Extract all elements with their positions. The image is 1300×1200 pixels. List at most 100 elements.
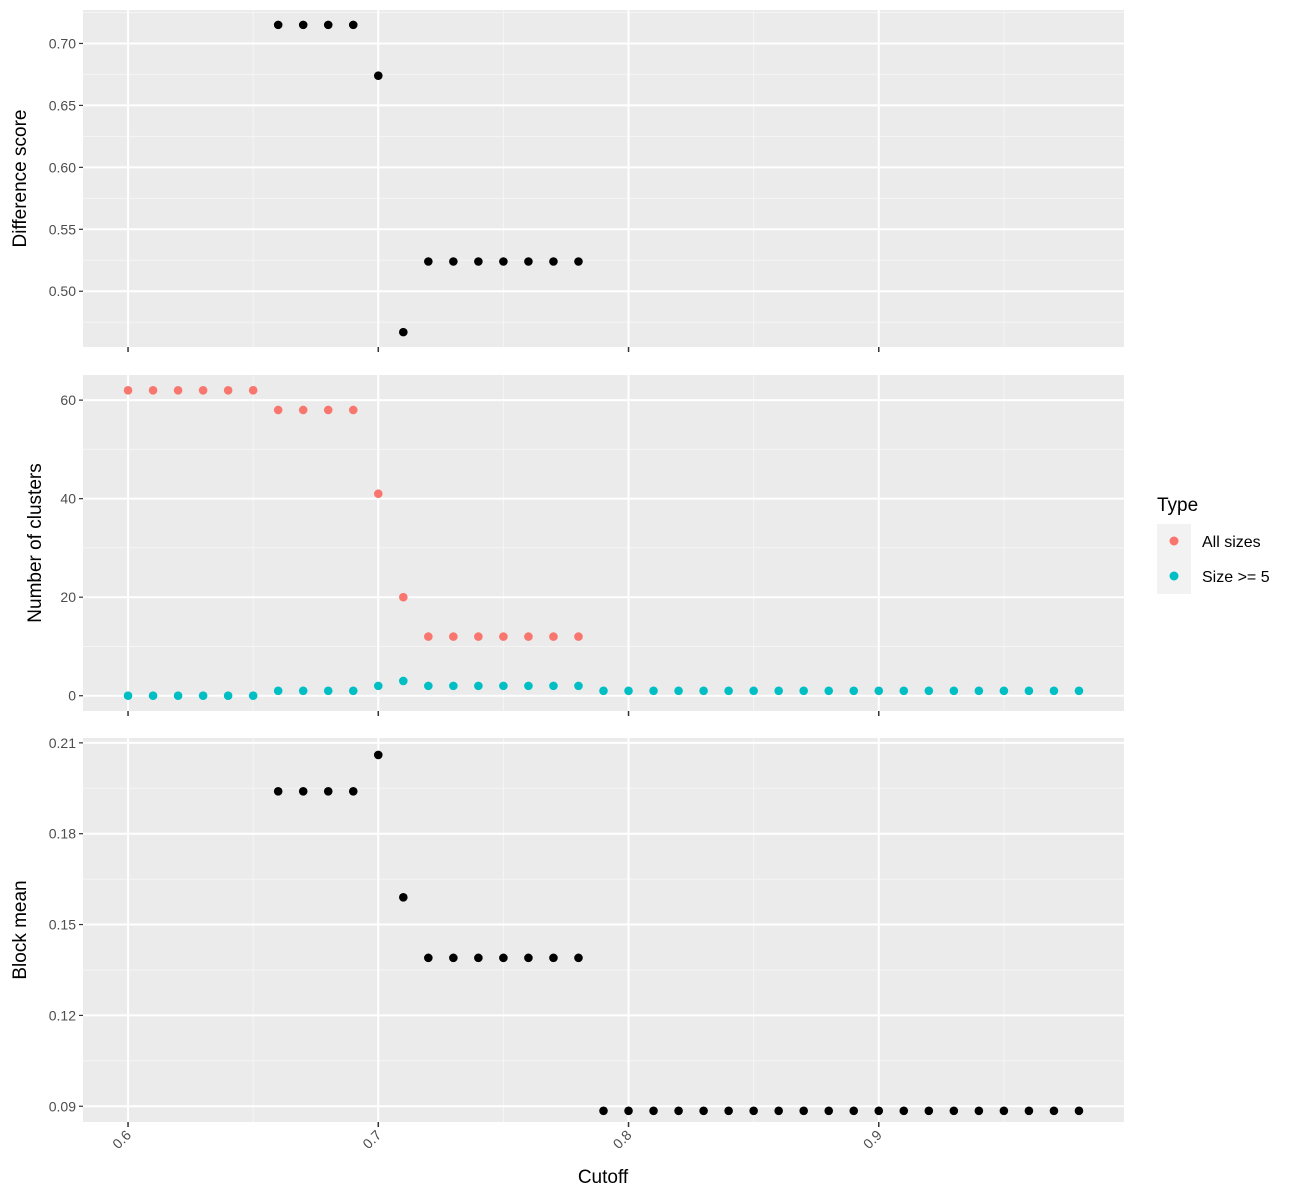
data-point bbox=[173, 691, 183, 701]
legend-item-all-sizes: All sizes bbox=[1157, 524, 1261, 559]
y-axis: 0 20 40 60 bbox=[60, 392, 83, 704]
y-axis-title: Block mean bbox=[10, 880, 31, 979]
data-point bbox=[248, 385, 258, 395]
data-point bbox=[474, 257, 483, 266]
data-point bbox=[424, 632, 433, 641]
data-point bbox=[1074, 1106, 1084, 1116]
data-point bbox=[724, 1106, 733, 1116]
data-point bbox=[849, 686, 859, 696]
y-tick-label: 60 bbox=[60, 392, 76, 408]
data-point bbox=[449, 257, 458, 266]
data-point bbox=[824, 686, 834, 696]
x-axis bbox=[127, 711, 880, 716]
data-point bbox=[724, 686, 733, 696]
data-point bbox=[1074, 686, 1084, 696]
y-axis: 0.50 0.55 0.60 0.65 0.70 bbox=[49, 35, 83, 299]
data-point bbox=[624, 1106, 633, 1116]
data-point bbox=[449, 632, 458, 641]
data-point bbox=[298, 20, 308, 30]
data-point bbox=[1049, 686, 1059, 696]
data-point bbox=[974, 686, 984, 696]
data-point bbox=[524, 681, 533, 691]
data-point bbox=[198, 385, 208, 395]
data-point bbox=[599, 686, 608, 696]
data-point bbox=[499, 681, 508, 691]
data-point bbox=[874, 1106, 884, 1116]
gridlines bbox=[83, 10, 1124, 347]
y-tick-label: 0.15 bbox=[49, 917, 76, 933]
data-point bbox=[474, 953, 483, 963]
data-point bbox=[373, 489, 383, 499]
y-tick-label: 40 bbox=[60, 491, 76, 507]
x-tick-label: 0.6 bbox=[109, 1127, 134, 1152]
data-point bbox=[474, 681, 483, 691]
data-point bbox=[899, 1106, 909, 1116]
data-point bbox=[749, 1106, 758, 1116]
data-point bbox=[974, 1106, 984, 1116]
y-tick-label: 0.21 bbox=[49, 735, 76, 751]
y-tick-label: 0.18 bbox=[49, 826, 76, 842]
data-point bbox=[549, 632, 558, 641]
y-tick-label: 0.12 bbox=[49, 1007, 76, 1023]
data-point bbox=[999, 1106, 1009, 1116]
data-point bbox=[699, 686, 708, 696]
data-point bbox=[348, 686, 358, 696]
data-point bbox=[273, 786, 283, 796]
gridlines bbox=[83, 738, 1124, 1122]
data-point bbox=[599, 1106, 608, 1116]
y-tick-label: 0 bbox=[68, 688, 76, 704]
data-point bbox=[524, 953, 533, 963]
data-point bbox=[298, 786, 308, 796]
data-point bbox=[874, 686, 884, 696]
legend-key-point bbox=[1169, 571, 1179, 581]
data-point bbox=[223, 691, 233, 701]
y-tick-label: 0.50 bbox=[49, 283, 76, 299]
data-point bbox=[924, 1106, 934, 1116]
data-point bbox=[248, 691, 258, 701]
data-point bbox=[223, 385, 233, 395]
data-point bbox=[298, 405, 308, 415]
legend-label: Size >= 5 bbox=[1202, 569, 1270, 586]
data-point bbox=[273, 20, 283, 30]
data-point bbox=[999, 686, 1009, 696]
y-axis-title: Number of clusters bbox=[25, 463, 46, 622]
data-point bbox=[348, 786, 358, 796]
data-point bbox=[549, 681, 558, 691]
panel-block-mean: 0.09 0.12 0.15 0.18 0.21 0.6 0.7 0.8 0.9 Block … bbox=[10, 735, 1124, 1188]
data-point bbox=[373, 681, 383, 691]
data-point bbox=[674, 686, 683, 696]
data-point bbox=[323, 20, 333, 30]
data-point bbox=[799, 1106, 808, 1116]
legend-title: Type bbox=[1157, 495, 1198, 516]
data-point bbox=[273, 405, 283, 415]
data-points bbox=[273, 20, 583, 337]
data-point bbox=[774, 686, 783, 696]
data-point bbox=[323, 405, 333, 415]
data-point bbox=[1024, 686, 1034, 696]
y-tick-label: 0.70 bbox=[49, 35, 76, 51]
legend-item-size-5: Size >= 5 bbox=[1157, 559, 1270, 594]
data-point bbox=[924, 686, 934, 696]
data-point bbox=[148, 385, 158, 395]
data-point bbox=[148, 691, 158, 701]
data-point bbox=[574, 953, 583, 963]
panel-background bbox=[83, 738, 1124, 1122]
data-point bbox=[273, 686, 283, 696]
x-tick-label: 0.9 bbox=[860, 1127, 885, 1152]
data-point bbox=[123, 385, 133, 395]
y-axis: 0.09 0.12 0.15 0.18 0.21 bbox=[49, 735, 83, 1114]
data-point bbox=[524, 257, 533, 266]
data-point bbox=[123, 691, 133, 701]
data-point bbox=[499, 257, 508, 266]
data-point bbox=[749, 686, 758, 696]
data-point bbox=[824, 1106, 834, 1116]
data-point bbox=[373, 750, 383, 760]
data-point bbox=[899, 686, 909, 696]
data-point bbox=[449, 953, 458, 963]
legend-key-point bbox=[1169, 536, 1179, 546]
y-tick-label: 0.55 bbox=[49, 221, 76, 237]
data-point bbox=[624, 686, 633, 696]
y-tick-label: 0.60 bbox=[49, 159, 76, 175]
data-point bbox=[173, 385, 183, 395]
